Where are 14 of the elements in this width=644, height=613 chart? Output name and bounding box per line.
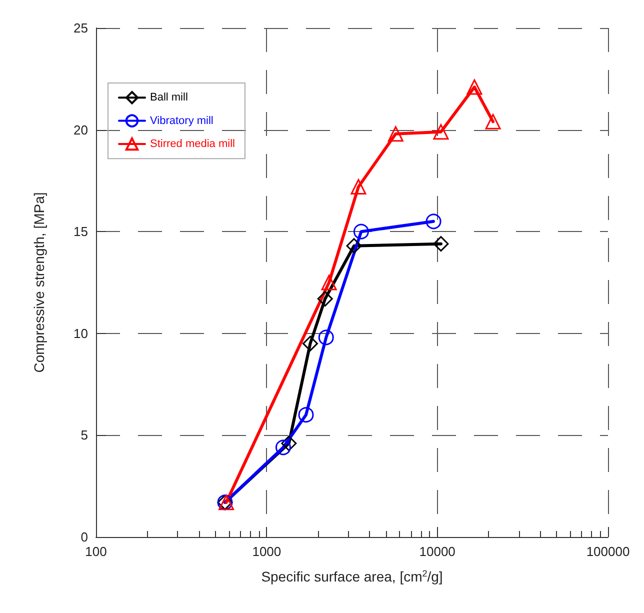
x-tick-label: 1000 [252,544,282,559]
y-tick-label: 25 [74,20,88,36]
y-axis-title: Compressive strength, [MPa] [31,192,47,373]
x-tick-label: 100000 [586,544,630,559]
x-tick-label: 100 [85,544,107,559]
y-tick-label: 10 [74,326,88,341]
legend-label: Vibratory mill [150,114,214,127]
legend-label: Stirred media mill [150,138,235,150]
x-tick-label: 10000 [419,544,456,559]
legend-label: Ball mill [150,92,188,104]
y-tick-label: 0 [80,530,88,544]
y-tick-label: 15 [74,224,88,240]
y-tick-label: 20 [74,122,88,138]
y-tick-label: 5 [80,428,88,443]
